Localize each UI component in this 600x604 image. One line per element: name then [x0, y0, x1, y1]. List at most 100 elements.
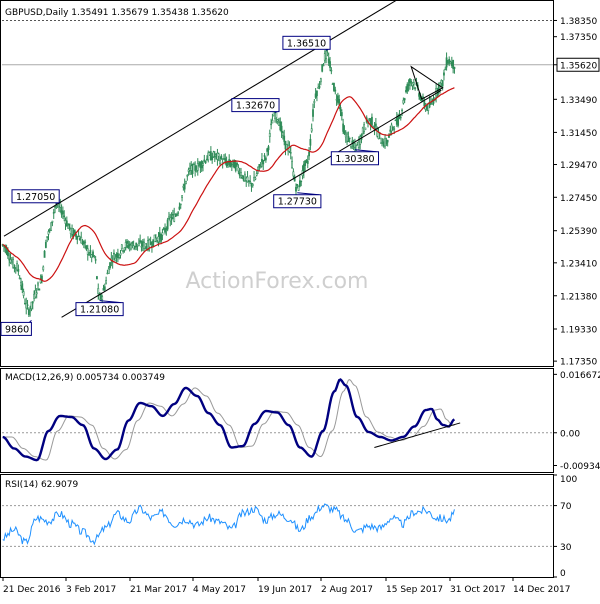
candle: [18, 264, 19, 275]
candle-body: [421, 100, 422, 101]
candle: [44, 250, 45, 257]
candle: [454, 67, 455, 74]
candle: [54, 205, 55, 213]
candle-body: [323, 65, 324, 66]
candle: [453, 60, 454, 73]
candle-body: [14, 265, 15, 267]
candle-body: [108, 269, 109, 274]
candle: [320, 78, 321, 85]
price-annotation: 1.27050: [12, 190, 59, 204]
candle-body: [87, 249, 88, 255]
candle: [350, 145, 351, 149]
candle: [120, 250, 121, 259]
candle-body: [126, 241, 127, 243]
candle-body: [446, 58, 447, 67]
candle-body: [236, 163, 237, 165]
candle: [291, 156, 292, 169]
candle: [106, 277, 107, 285]
candle: [43, 265, 44, 271]
date-tick-label: 19 Jun 2017: [258, 585, 312, 595]
candle-body: [268, 147, 269, 150]
candle-body: [60, 203, 61, 207]
candle-body: [400, 117, 401, 118]
candle-body: [69, 224, 70, 228]
candle: [195, 161, 196, 176]
candle-body: [52, 221, 53, 222]
candle: [214, 151, 215, 162]
candle-body: [263, 160, 264, 164]
candle: [208, 151, 209, 163]
candle-body: [264, 156, 265, 157]
candle-body: [78, 235, 79, 236]
candle-body: [39, 289, 40, 290]
candle: [308, 147, 309, 160]
candle: [130, 242, 131, 250]
candle: [202, 161, 203, 171]
candle: [415, 87, 416, 91]
candle: [400, 115, 401, 121]
candle-body: [265, 158, 266, 160]
candle: [27, 300, 28, 310]
candle: [381, 138, 382, 144]
candle-body: [54, 206, 55, 207]
candle-body: [218, 154, 219, 156]
candle-body: [424, 101, 425, 106]
candle-body: [331, 70, 332, 71]
candle: [269, 130, 270, 143]
candle: [316, 90, 317, 101]
candle-body: [401, 110, 402, 111]
candle-body: [320, 79, 321, 82]
date-tick-label: 14 Dec 2017: [513, 585, 571, 595]
candle: [387, 140, 388, 147]
candle-body: [411, 81, 412, 82]
date-tick-label: 21 Dec 2016: [3, 585, 61, 595]
candle: [23, 289, 24, 299]
candle-body: [442, 81, 443, 86]
macd-tick-label: -0.009345: [560, 462, 600, 472]
candle-body: [293, 172, 294, 176]
candle: [109, 262, 110, 270]
candle-body: [85, 242, 86, 243]
candle-body: [255, 178, 256, 179]
candle: [331, 67, 332, 74]
price-tick-label: 1.35620: [560, 61, 597, 71]
candle-body: [335, 90, 336, 91]
candle-body: [298, 186, 299, 190]
candle-body: [308, 152, 309, 156]
candle-body: [47, 237, 48, 238]
price-tick-label: 1.17350: [560, 358, 597, 368]
candle: [149, 238, 150, 251]
annotation-label: 1.27050: [16, 192, 55, 203]
candle: [48, 229, 49, 240]
candle: [409, 78, 410, 90]
macd-panel-frame: [1, 369, 554, 473]
candle-body: [238, 168, 239, 171]
candle: [319, 81, 320, 89]
candle-body: [277, 120, 278, 121]
candle-body: [90, 250, 91, 253]
candle-body: [413, 83, 414, 85]
macd-tick-label: 0.016672: [560, 371, 600, 381]
annotation-label: 1.30380: [335, 154, 374, 165]
candle-body: [219, 160, 220, 163]
candle-body: [381, 143, 382, 144]
candle-body: [231, 164, 232, 165]
candle: [136, 243, 137, 250]
candle-body: [171, 217, 172, 220]
macd-tick-label: 0.00: [560, 429, 580, 439]
price-tick-label: 1.19330: [560, 326, 597, 336]
candle: [235, 160, 236, 172]
candle: [150, 237, 151, 245]
candle-body: [257, 167, 258, 170]
candle: [290, 146, 291, 159]
candle: [250, 175, 251, 184]
candle: [318, 83, 319, 88]
candle: [133, 241, 134, 250]
candle: [217, 149, 218, 166]
candle-body: [140, 241, 141, 243]
candle-body: [394, 129, 395, 130]
rsi-tick-label: 100: [560, 475, 577, 485]
candle: [26, 298, 27, 315]
candle-body: [98, 288, 99, 293]
candle: [77, 236, 78, 244]
